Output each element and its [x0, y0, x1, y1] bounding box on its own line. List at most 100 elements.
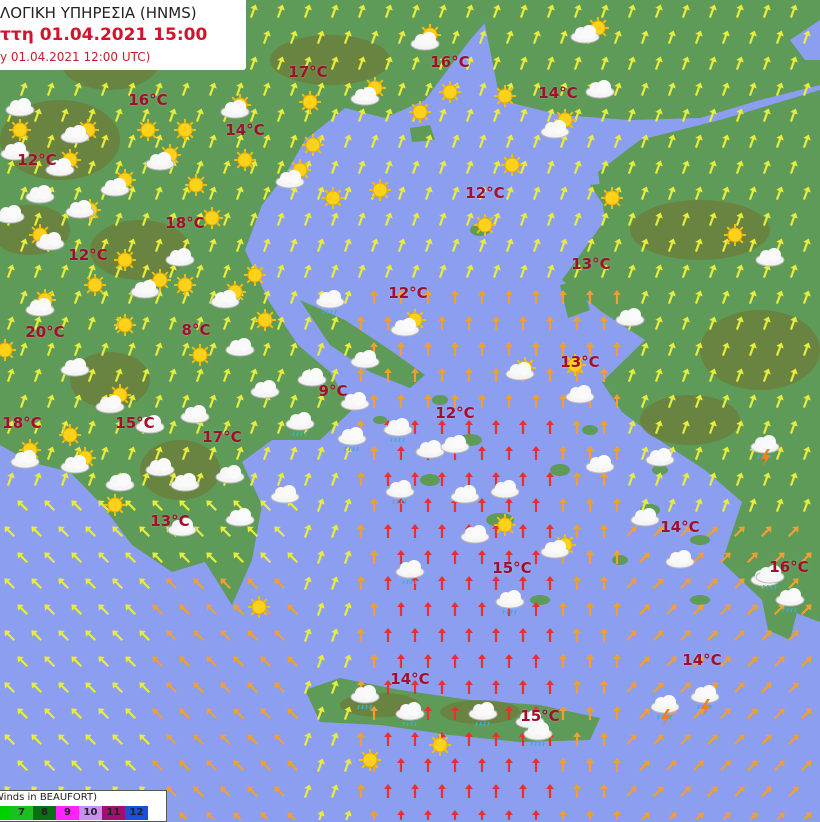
wind-arrow-icon [328, 627, 340, 643]
wind-arrow-icon [438, 576, 446, 590]
wind-arrow-icon [651, 628, 667, 644]
wind-arrow-icon [438, 316, 446, 330]
wind-arrow-icon [231, 706, 247, 722]
wind-arrow-icon [397, 602, 405, 616]
wind-arrow-icon [705, 732, 721, 748]
wind-arrow-icon [678, 576, 694, 592]
land-samos [610, 378, 645, 392]
wind-arrow-icon [449, 237, 461, 253]
wind-arrow-icon [328, 783, 340, 799]
wind-arrow-icon [2, 576, 18, 592]
sun-icon [104, 494, 126, 516]
wind-arrow-icon [505, 810, 513, 820]
wind-arrow-icon [678, 784, 694, 800]
wind-arrow-icon [96, 654, 112, 670]
cloud-icon [451, 485, 479, 503]
wind-arrow-icon [745, 602, 761, 618]
wind-arrow-icon [357, 628, 365, 642]
wind-arrow-icon [15, 706, 31, 722]
wind-arrow-icon [505, 290, 513, 304]
wind-arrow-icon [218, 784, 234, 800]
wind-arrow-icon [705, 628, 721, 644]
sun-icon [601, 187, 623, 209]
wind-arrow-icon [42, 602, 58, 618]
wind-arrow-icon [287, 237, 299, 253]
wind-arrow-icon [719, 497, 731, 513]
sun-icon [185, 174, 207, 196]
wind-arrow-icon [519, 524, 527, 538]
wind-arrow-icon [341, 497, 353, 513]
wind-arrow-icon [177, 602, 193, 618]
wind-arrow-icon [15, 602, 31, 618]
wind-arrow-icon [624, 524, 640, 540]
wind-arrow-icon [231, 654, 247, 670]
wind-arrow-icon [613, 602, 621, 616]
wind-arrow-icon [611, 133, 623, 149]
wind-arrow-icon [799, 758, 815, 774]
temperature-label: 17°C [202, 428, 241, 446]
sun-icon [114, 314, 136, 336]
wind-arrow-icon [465, 680, 473, 694]
sun-icon [501, 154, 523, 176]
temperature-label: 13°C [571, 255, 610, 273]
wind-arrow-icon [272, 680, 288, 696]
wind-arrow-icon [96, 706, 112, 722]
sun-icon [174, 274, 196, 296]
wind-arrow-icon [397, 446, 405, 460]
wind-arrow-icon [463, 107, 475, 123]
wind-arrow-icon [274, 211, 286, 227]
wind-arrow-icon [341, 237, 353, 253]
wind-arrow-icon [478, 498, 486, 512]
wind-arrow-icon [476, 133, 488, 149]
wind-arrow-icon [56, 732, 72, 748]
wind-arrow-icon [164, 680, 180, 696]
wind-arrow-icon [624, 784, 640, 800]
wind-arrow-icon [370, 446, 378, 460]
wind-arrow-icon [384, 316, 392, 330]
wind-arrow-icon [204, 706, 220, 722]
legend-beaufort-8: 8 [33, 806, 56, 820]
wind-arrow-icon [573, 784, 581, 798]
wind-arrow-icon [56, 628, 72, 644]
wind-arrow-icon [478, 446, 486, 460]
wind-arrow-icon [424, 810, 432, 820]
wind-arrow-icon [83, 576, 99, 592]
wind-arrow-icon [519, 420, 527, 434]
wind-arrow-icon [411, 472, 419, 486]
wind-arrow-icon [664, 758, 680, 774]
wind-arrow-icon [287, 289, 299, 305]
wind-arrow-icon [613, 498, 621, 512]
sun-icon [724, 224, 746, 246]
wind-arrow-icon [530, 237, 542, 253]
temperature-label: 12°C [435, 404, 474, 422]
island [373, 416, 387, 424]
wind-arrow-icon [42, 758, 58, 774]
wind-arrow-icon [245, 680, 261, 696]
wind-arrow-icon [110, 628, 126, 644]
wind-arrow-icon [137, 628, 153, 644]
wind-arrow-icon [58, 471, 70, 487]
wind-arrow-icon [438, 420, 446, 434]
legend-title: Winds in BEAUFORT) [0, 792, 97, 803]
wind-arrow-icon [532, 758, 540, 772]
wind-arrow-icon [519, 784, 527, 798]
wind-arrow-icon [772, 654, 788, 670]
agency-title: ΛΟΓΙΚΗ ΥΠΗΡΕΣΙΑ (HNMS) [0, 4, 197, 22]
temperature-label: 20°C [25, 323, 64, 341]
wind-arrow-icon [96, 758, 112, 774]
temperature-label: 18°C [2, 414, 41, 432]
wind-arrow-icon [328, 523, 340, 539]
wind-arrow-icon [395, 237, 407, 253]
wind-arrow-icon [301, 263, 313, 279]
wind-arrow-icon [772, 758, 788, 774]
wind-arrow-icon [573, 316, 581, 330]
wind-arrow-icon [177, 654, 193, 670]
island [550, 464, 570, 476]
wind-arrow-icon [110, 576, 126, 592]
wind-arrow-icon [546, 368, 554, 382]
wind-arrow-icon [123, 758, 139, 774]
wind-arrow-icon [56, 680, 72, 696]
wind-arrow-icon [328, 159, 340, 175]
wind-arrow-icon [31, 471, 43, 487]
